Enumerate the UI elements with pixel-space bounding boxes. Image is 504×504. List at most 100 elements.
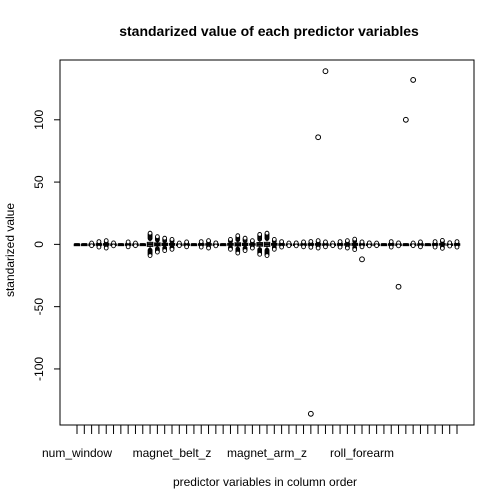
boxplot bbox=[373, 240, 380, 249]
boxplot bbox=[271, 237, 278, 252]
boxplot bbox=[212, 240, 220, 249]
plot-area bbox=[73, 68, 461, 417]
boxplot bbox=[205, 238, 212, 251]
outlier-point bbox=[89, 243, 94, 249]
outlier-point bbox=[198, 239, 204, 244]
outlier-point bbox=[184, 244, 189, 250]
outlier-point bbox=[402, 116, 409, 123]
outlier-point bbox=[301, 239, 306, 245]
boxplot bbox=[183, 239, 190, 250]
boxplot bbox=[117, 243, 125, 247]
outlier-point bbox=[228, 247, 233, 252]
outlier-point bbox=[366, 243, 372, 249]
boxplot bbox=[453, 239, 461, 250]
outlier-point bbox=[279, 239, 284, 244]
outlier-point bbox=[337, 244, 343, 250]
boxplot bbox=[73, 243, 81, 247]
boxplot bbox=[329, 240, 337, 249]
outlier-point bbox=[125, 239, 131, 245]
outlier-point bbox=[293, 243, 299, 249]
chart-title: standarized value of each predictor vari… bbox=[119, 23, 419, 39]
outlier-point bbox=[315, 134, 322, 141]
outlier-point bbox=[228, 237, 233, 242]
outlier-point bbox=[169, 247, 175, 252]
boxplot bbox=[387, 239, 395, 250]
outlier-point bbox=[206, 245, 211, 251]
x-tick-label: magnet_arm_z bbox=[227, 446, 307, 460]
outlier-point bbox=[395, 283, 402, 290]
outlier-point bbox=[440, 238, 445, 243]
outlier-point bbox=[257, 232, 263, 237]
outlier-point bbox=[323, 244, 328, 250]
boxplot bbox=[132, 240, 139, 249]
outlier-point bbox=[271, 247, 277, 252]
outlier-point bbox=[264, 230, 270, 236]
outlier-point bbox=[345, 238, 350, 243]
boxplot bbox=[197, 239, 205, 250]
outlier-point bbox=[301, 244, 306, 250]
outlier-point bbox=[271, 237, 277, 242]
outlier-point bbox=[359, 256, 365, 263]
outlier-point bbox=[323, 239, 328, 245]
outlier-point bbox=[250, 238, 255, 243]
outlier-point bbox=[308, 244, 314, 250]
boxplot bbox=[314, 238, 322, 251]
boxplot bbox=[351, 236, 358, 252]
outlier-point bbox=[322, 68, 329, 75]
outlier-point bbox=[147, 230, 153, 236]
y-tick-label: -100 bbox=[32, 357, 46, 381]
boxplot bbox=[285, 240, 293, 249]
outlier-point bbox=[447, 243, 453, 249]
boxplot bbox=[176, 240, 183, 249]
outlier-point bbox=[235, 233, 241, 238]
boxplot bbox=[190, 243, 198, 247]
outlier-point bbox=[242, 235, 248, 241]
outlier-point bbox=[352, 247, 358, 252]
boxplot bbox=[139, 243, 147, 247]
y-tick-label: 50 bbox=[32, 175, 46, 189]
outlier-point bbox=[162, 235, 168, 241]
y-axis-label: standarized value bbox=[3, 203, 17, 297]
outlier-point bbox=[242, 248, 248, 253]
y-tick-label: 100 bbox=[32, 109, 46, 129]
boxplot bbox=[424, 243, 432, 247]
boxplot bbox=[366, 240, 373, 249]
outlier-point bbox=[418, 244, 423, 250]
outlier-point bbox=[235, 250, 241, 256]
boxplot bbox=[168, 237, 176, 252]
outlier-point bbox=[264, 253, 270, 258]
boxplot bbox=[154, 234, 161, 255]
outlier-point bbox=[147, 253, 153, 258]
outlier-point bbox=[432, 239, 438, 244]
boxplot bbox=[146, 230, 154, 258]
boxplot bbox=[263, 230, 271, 258]
outlier-point bbox=[96, 244, 102, 250]
outlier-point bbox=[396, 243, 401, 249]
outlier-point bbox=[432, 244, 438, 250]
outlier-point bbox=[388, 239, 394, 244]
outlier-point bbox=[286, 243, 292, 249]
outlier-point bbox=[315, 238, 321, 243]
boxplot bbox=[380, 243, 388, 247]
outlier-point bbox=[133, 243, 138, 249]
boxplot bbox=[249, 238, 256, 251]
outlier-point bbox=[103, 245, 109, 251]
boxplot bbox=[322, 239, 329, 250]
boxplot bbox=[417, 239, 424, 250]
boxplot bbox=[219, 243, 227, 247]
outlier-point bbox=[440, 246, 445, 251]
outlier-point bbox=[184, 239, 189, 245]
outlier-point bbox=[155, 234, 160, 239]
outlier-point bbox=[162, 248, 168, 253]
outlier-point bbox=[359, 244, 365, 250]
boxplot bbox=[446, 240, 453, 249]
outlier-point bbox=[454, 244, 460, 250]
boxplot bbox=[292, 240, 300, 249]
outlier-point bbox=[337, 239, 343, 244]
outlier-point bbox=[103, 238, 109, 243]
outlier-point bbox=[96, 239, 102, 244]
x-tick-label: num_window bbox=[42, 446, 112, 460]
outlier-point bbox=[330, 243, 336, 249]
outlier-point bbox=[169, 237, 175, 242]
boxplot bbox=[431, 239, 439, 250]
